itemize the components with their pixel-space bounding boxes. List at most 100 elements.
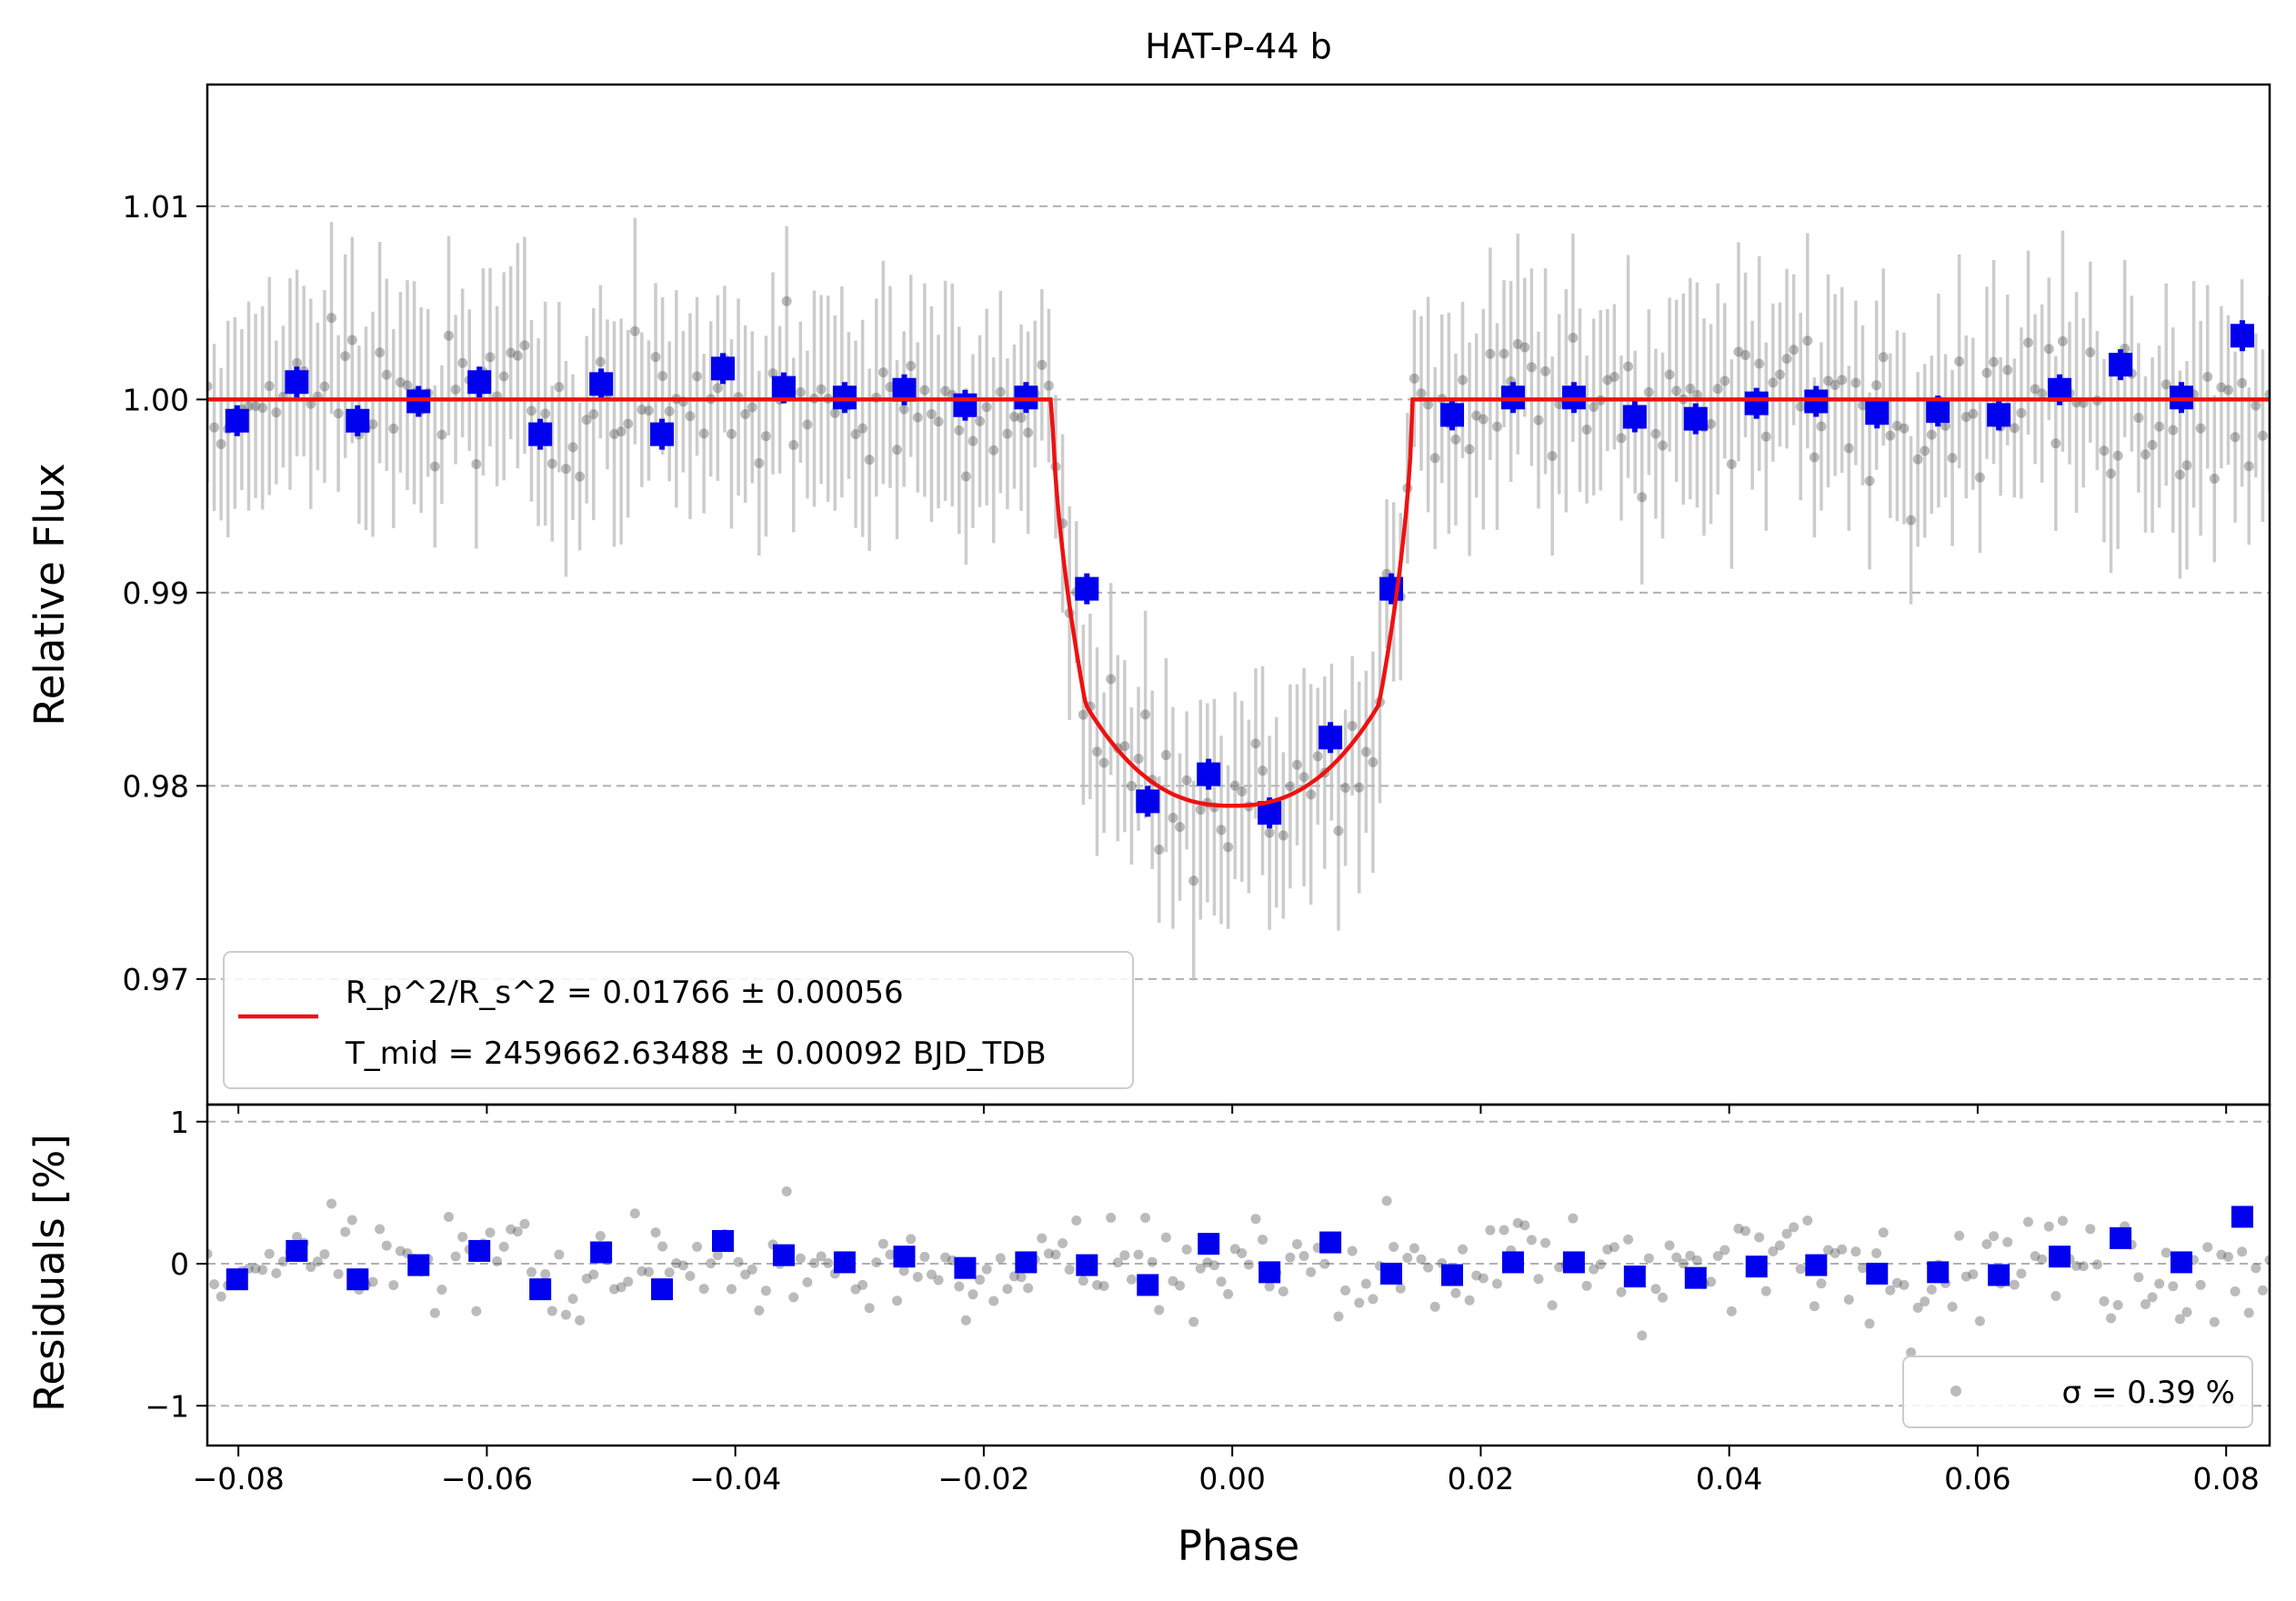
flux-raw-point [1637, 492, 1648, 503]
residual-raw-point [995, 1253, 1006, 1264]
flux-raw-point [257, 403, 268, 414]
flux-binned-point [1439, 403, 1464, 427]
residual-raw-point [1816, 1278, 1827, 1289]
residual-raw-point [2091, 1259, 2102, 1270]
residual-raw-point [657, 1241, 668, 1252]
flux-binned-point [1622, 405, 1647, 429]
flux-raw-point [2002, 365, 2013, 375]
residuals-panel: −1 0 1 −0.08 −0.06 −0.04 −0.02 0.00 0.02 0.04 0.0… [25, 1103, 2271, 1570]
flux-raw-point [1333, 826, 1344, 836]
residual-raw-point [1595, 1259, 1606, 1270]
flux-raw-point [575, 471, 586, 482]
flux-raw-point [1871, 380, 1882, 391]
flux-raw-point [1906, 515, 1917, 525]
residual-raw-point [1837, 1244, 1848, 1255]
flux-raw-point [1754, 358, 1765, 369]
residual-raw-point [1920, 1296, 1930, 1307]
flux-raw-point [1264, 827, 1275, 838]
residual-binned-point [1440, 1264, 1463, 1286]
residual-binned-point [1805, 1254, 1828, 1276]
residual-raw-point [1878, 1227, 1889, 1238]
residual-raw-point [919, 1251, 930, 1262]
residual-raw-point [1395, 1283, 1406, 1294]
flux-raw-point [643, 405, 654, 416]
residual-raw-point [1264, 1281, 1275, 1292]
flux-raw-point [1789, 345, 1800, 355]
flux-raw-point [244, 401, 255, 412]
residual-raw-point [1285, 1252, 1296, 1263]
residual-raw-point [1258, 1234, 1268, 1245]
residual-raw-point [2168, 1281, 2179, 1292]
flux-raw-point [1602, 375, 1613, 385]
flux-raw-point [1181, 775, 1192, 785]
flux-raw-point [1864, 475, 1875, 486]
residual-binned-point [346, 1268, 369, 1291]
residual-raw-point [933, 1275, 944, 1286]
residual-raw-point [1368, 1294, 1379, 1305]
flux-raw-point [664, 405, 675, 416]
flux-raw-point [2147, 440, 2158, 451]
residual-raw-point [733, 1256, 744, 1267]
residual-raw-point [209, 1279, 220, 1290]
residual-raw-point [2050, 1291, 2061, 1302]
flux-raw-point [829, 407, 840, 418]
legend-radius-ratio: R_p^2/R_s^2 = 0.01766 ± 0.00056 [346, 975, 904, 1011]
flux-raw-point [319, 381, 330, 392]
flux-raw-point [864, 455, 875, 465]
flux-raw-point [1340, 783, 1351, 794]
residual-raw-point [1181, 1244, 1192, 1255]
residual-raw-point [1960, 1271, 1971, 1282]
residual-raw-point [954, 1281, 965, 1292]
residual-raw-point [575, 1315, 586, 1326]
residual-raw-point [1389, 1242, 1399, 1253]
flux-raw-point [2168, 425, 2179, 435]
flux-raw-point [1760, 431, 1771, 442]
flux-raw-point [2209, 474, 2220, 485]
flux-raw-point [968, 435, 978, 446]
residual-raw-point [885, 1249, 896, 1260]
flux-raw-point [1471, 410, 1482, 421]
residual-raw-point [1243, 1259, 1254, 1270]
residual-raw-point [616, 1282, 627, 1293]
residual-raw-point [740, 1269, 751, 1280]
x-axis-label: Phase [1178, 1522, 1299, 1570]
flux-raw-point [2057, 335, 2068, 346]
residual-raw-point [1754, 1232, 1765, 1243]
flux-raw-point [1540, 365, 1551, 376]
flux-raw-point [485, 352, 496, 363]
residual-raw-point [1360, 1278, 1371, 1289]
residual-raw-point [1458, 1244, 1469, 1255]
residual-raw-point [1864, 1318, 1875, 1329]
residual-raw-point [988, 1296, 999, 1306]
residual-raw-point [1740, 1226, 1751, 1236]
residual-raw-point [637, 1266, 647, 1276]
flux-binned-point [1865, 401, 1890, 425]
residual-raw-point [671, 1258, 682, 1269]
flux-raw-point [333, 408, 344, 419]
residual-raw-point [926, 1269, 937, 1280]
residual-raw-point [857, 1279, 868, 1290]
flux-raw-point [1843, 443, 1854, 454]
flux-raw-point [588, 408, 599, 419]
flux-raw-point [1347, 720, 1358, 731]
flux-raw-point [2222, 385, 2233, 395]
residual-binned-point [1198, 1233, 1220, 1256]
flux-raw-point [1188, 876, 1199, 886]
flux-raw-point [1878, 352, 1889, 363]
residual-raw-point [650, 1227, 661, 1238]
residual-raw-point [207, 1248, 213, 1259]
flux-raw-point [506, 347, 516, 358]
residual-raw-point [1188, 1316, 1199, 1327]
flux-raw-point [692, 371, 703, 382]
residual-raw-point [512, 1226, 523, 1237]
flux-binned-point [285, 370, 309, 395]
flux-raw-point [2140, 449, 2151, 460]
residual-raw-point [1871, 1247, 1882, 1258]
residual-raw-point [871, 1256, 882, 1267]
flux-raw-point [429, 461, 440, 472]
residual-raw-point [2209, 1316, 2220, 1327]
flux-raw-point [2085, 346, 2096, 357]
flux-raw-point [471, 458, 482, 469]
residual-raw-point [581, 1273, 592, 1284]
residual-raw-point [1733, 1223, 1744, 1234]
